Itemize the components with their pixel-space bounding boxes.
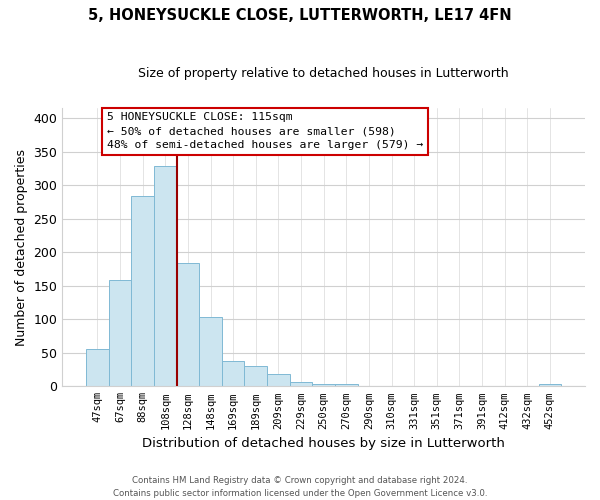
Text: 5 HONEYSUCKLE CLOSE: 115sqm
← 50% of detached houses are smaller (598)
48% of se: 5 HONEYSUCKLE CLOSE: 115sqm ← 50% of det… — [107, 112, 423, 150]
Bar — [154, 166, 176, 386]
Bar — [335, 384, 358, 386]
Bar — [86, 350, 109, 387]
Bar — [539, 384, 561, 386]
Bar — [131, 196, 154, 386]
Bar — [290, 382, 313, 386]
Bar — [222, 362, 244, 386]
Bar — [176, 263, 199, 386]
Title: Size of property relative to detached houses in Lutterworth: Size of property relative to detached ho… — [139, 68, 509, 80]
Bar — [313, 384, 335, 386]
Bar — [109, 280, 131, 386]
Text: 5, HONEYSUCKLE CLOSE, LUTTERWORTH, LE17 4FN: 5, HONEYSUCKLE CLOSE, LUTTERWORTH, LE17 … — [88, 8, 512, 22]
Bar — [199, 317, 222, 386]
X-axis label: Distribution of detached houses by size in Lutterworth: Distribution of detached houses by size … — [142, 437, 505, 450]
Y-axis label: Number of detached properties: Number of detached properties — [15, 148, 28, 346]
Text: Contains HM Land Registry data © Crown copyright and database right 2024.
Contai: Contains HM Land Registry data © Crown c… — [113, 476, 487, 498]
Bar — [267, 374, 290, 386]
Bar — [244, 366, 267, 386]
